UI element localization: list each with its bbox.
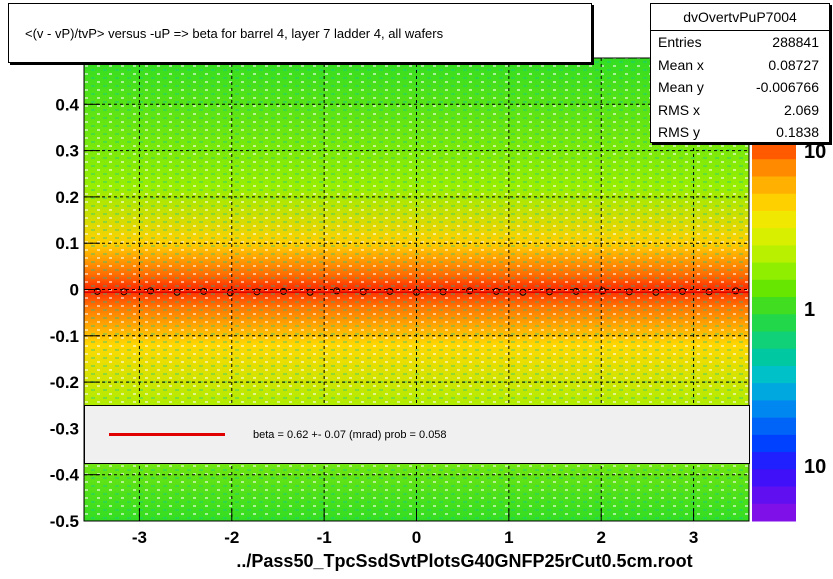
stats-row-mean-x: Mean x 0.08727 — [651, 54, 829, 77]
x-tick-label: -1 — [317, 528, 332, 547]
profile-point — [679, 287, 686, 295]
title-box: <(v - vP)/tvP> versus -uP => beta for ba… — [8, 3, 592, 63]
y-tick-label: 0.1 — [55, 234, 79, 253]
y-tick-label: -0.1 — [50, 327, 79, 346]
color-scale-step — [752, 193, 796, 212]
profile-point — [572, 287, 580, 295]
stats-row-rms-x: RMS x 2.069 — [651, 99, 829, 122]
file-path-text: ../Pass50_TpcSsdSvtPlotsG40GNFP25rCut0.5… — [236, 551, 693, 571]
color-scale-step — [752, 365, 796, 384]
stats-name: dvOvertvPuP7004 — [651, 4, 829, 31]
y-tick-label: 0 — [70, 281, 79, 300]
profile-point — [200, 287, 208, 295]
stats-box: dvOvertvPuP7004 Entries 288841 Mean x 0.08… — [650, 3, 830, 143]
stats-row-mean-y: Mean y -0.006766 — [651, 76, 829, 99]
stats-label: RMS y — [658, 124, 700, 140]
stats-label: Mean x — [658, 56, 704, 73]
x-tick-label: 2 — [596, 528, 605, 547]
profile-point — [492, 287, 500, 295]
legend-line-sample — [109, 433, 225, 436]
stats-row-rms-y: RMS y 0.1838 — [651, 121, 829, 144]
color-scale-step — [752, 210, 796, 229]
y-tick-label: 0.2 — [55, 188, 79, 207]
profile-point — [147, 287, 154, 295]
stats-label: RMS x — [658, 101, 700, 118]
color-scale-step — [752, 159, 796, 177]
stats-row-entries: Entries 288841 — [651, 31, 829, 54]
fit-legend: beta = 0.62 +- 0.07 (mrad) prob = 0.058 — [84, 405, 750, 464]
color-scale-step — [752, 383, 796, 401]
y-tick-label: 0.4 — [55, 95, 79, 114]
color-scale-step — [752, 434, 796, 453]
color-scale-step — [752, 503, 796, 522]
profile-point — [732, 287, 740, 295]
y-tick-label: 0.3 — [55, 142, 79, 161]
color-scale-label: 10 — [804, 141, 826, 163]
color-scale-step — [752, 142, 796, 160]
color-scale-step — [752, 417, 796, 436]
color-scale-step — [752, 228, 796, 246]
y-tick-label: -0.4 — [50, 466, 80, 485]
color-scale-label: 1 — [804, 299, 815, 321]
color-scale-step — [752, 314, 796, 332]
x-tick-label: 1 — [504, 528, 513, 547]
profile-point — [280, 287, 287, 295]
y-tick-label: -0.5 — [50, 512, 79, 531]
color-scale-step — [752, 400, 796, 419]
profile-point — [386, 287, 394, 295]
x-tick-label: 0 — [412, 528, 421, 547]
chart-title: <(v - vP)/tvP> versus -uP => beta for ba… — [25, 26, 444, 41]
color-scale-step — [752, 262, 796, 281]
color-scale: 10 1 10 — [752, 141, 826, 522]
file-path-footer: ../Pass50_TpcSsdSvtPlotsG40GNFP25rCut0.5… — [0, 551, 833, 572]
profile-point — [599, 287, 607, 295]
color-scale-step — [752, 279, 796, 298]
color-scale-step — [752, 245, 796, 264]
x-tick-label: 3 — [689, 528, 698, 547]
color-scale-step — [752, 486, 796, 505]
profile-point — [466, 287, 474, 295]
y-tick-label: -0.2 — [50, 373, 79, 392]
color-scale-step — [752, 176, 796, 195]
stats-value: 0.08727 — [768, 56, 819, 73]
color-scale-step — [752, 331, 796, 350]
legend-entry: beta = 0.62 +- 0.07 (mrad) prob = 0.058 — [253, 429, 447, 441]
stats-label: Mean y — [658, 79, 704, 95]
color-scale-step — [752, 297, 796, 315]
stats-value: 288841 — [772, 34, 819, 50]
stats-value: -0.006766 — [755, 79, 819, 95]
profile-point — [93, 287, 101, 295]
x-tick-label: -2 — [224, 528, 239, 547]
color-scale-step — [752, 452, 796, 470]
stats-label: Entries — [658, 34, 702, 50]
color-scale-step — [752, 469, 796, 488]
color-scale-step — [752, 348, 796, 367]
x-tick-label: -3 — [132, 528, 147, 547]
stats-value: 2.069 — [783, 101, 819, 118]
profile-point — [333, 287, 341, 295]
stats-value: 0.1838 — [776, 124, 819, 140]
y-tick-label: -0.3 — [50, 419, 79, 438]
color-scale-label: 10 — [804, 456, 826, 478]
